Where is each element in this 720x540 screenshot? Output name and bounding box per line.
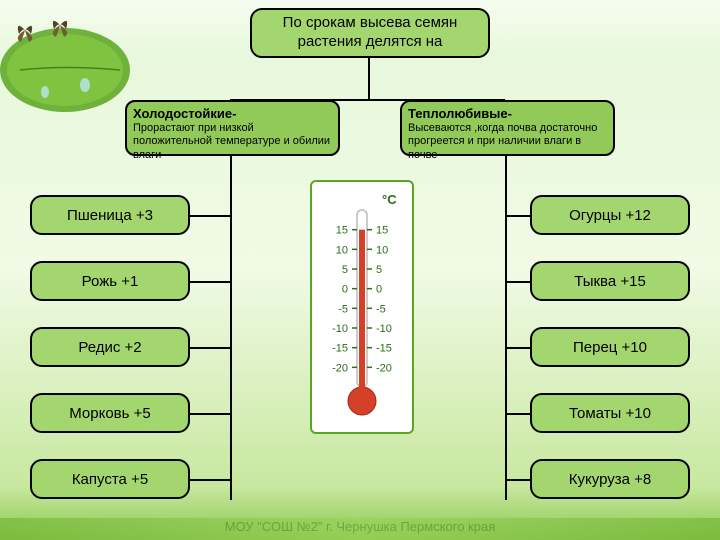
svg-text:5: 5 bbox=[342, 264, 348, 276]
svg-text:15: 15 bbox=[336, 225, 348, 237]
svg-text:15: 15 bbox=[376, 225, 388, 237]
svg-text:°C: °C bbox=[382, 192, 397, 207]
svg-text:-5: -5 bbox=[338, 303, 348, 315]
svg-text:0: 0 bbox=[376, 284, 382, 296]
left-item-2: Редис +2 bbox=[30, 327, 190, 367]
svg-text:-15: -15 bbox=[332, 343, 348, 355]
left-item-4: Капуста +5 bbox=[30, 459, 190, 499]
thermometer: °C 15 15 10 10 5 5 0 0 -5 -5 -10 -10 -15 -15 -20 -20 bbox=[310, 180, 414, 434]
right-item-2: Перец +10 bbox=[530, 327, 690, 367]
svg-text:-10: -10 bbox=[332, 323, 348, 335]
svg-text:0: 0 bbox=[342, 284, 348, 296]
root-label: По срокам высева семян растения делятся … bbox=[260, 14, 480, 52]
svg-text:10: 10 bbox=[376, 244, 388, 256]
category-cold: Холодостойкие-Прорастают при низкой поло… bbox=[125, 100, 340, 156]
svg-text:-10: -10 bbox=[376, 323, 392, 335]
category-warm: Теплолюбивые-Высеваются ,когда почва дос… bbox=[400, 100, 615, 156]
svg-text:-20: -20 bbox=[332, 362, 348, 374]
svg-text:-15: -15 bbox=[376, 343, 392, 355]
left-item-3: Морковь +5 bbox=[30, 393, 190, 433]
right-item-3: Томаты +10 bbox=[530, 393, 690, 433]
left-item-1: Рожь +1 bbox=[30, 261, 190, 301]
right-item-4: Кукуруза +8 bbox=[530, 459, 690, 499]
svg-text:10: 10 bbox=[336, 244, 348, 256]
right-item-1: Тыква +15 bbox=[530, 261, 690, 301]
bottom-band bbox=[0, 518, 720, 540]
svg-text:-20: -20 bbox=[376, 362, 392, 374]
right-item-0: Огурцы +12 bbox=[530, 195, 690, 235]
svg-text:-5: -5 bbox=[376, 303, 386, 315]
left-item-0: Пшеница +3 bbox=[30, 195, 190, 235]
svg-text:5: 5 bbox=[376, 264, 382, 276]
root-node: По срокам высева семян растения делятся … bbox=[250, 8, 490, 58]
